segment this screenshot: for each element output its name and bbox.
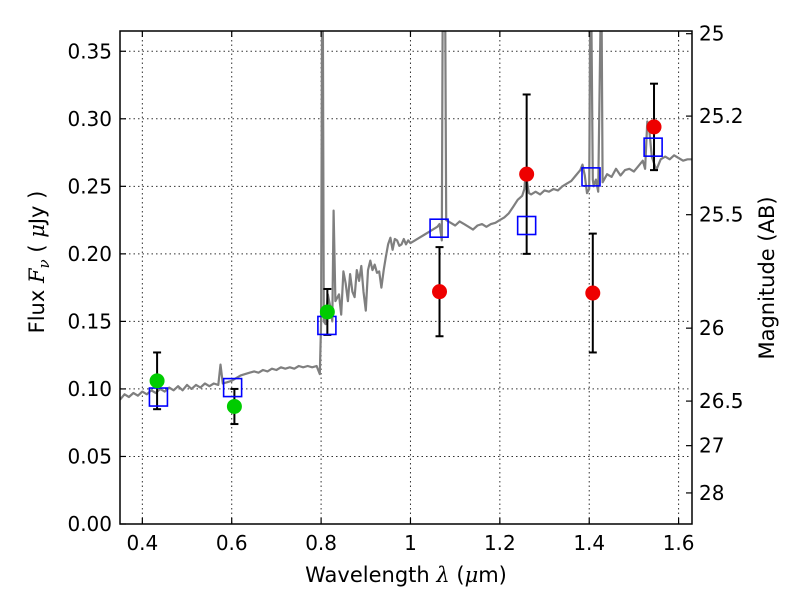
y-label-mu: μ — [25, 224, 49, 238]
photometry-point — [646, 119, 662, 135]
model-square-marker — [516, 215, 537, 236]
right-tick-label: 25 — [699, 22, 724, 46]
y-tick-label: 0.30 — [67, 107, 112, 131]
y-tick-label: 0.35 — [67, 39, 112, 63]
x-tick-label: 1.6 — [663, 531, 695, 555]
model-square-marker — [581, 167, 601, 187]
x-tick-label: 1 — [404, 531, 417, 555]
y-label-F: F — [25, 267, 49, 284]
y-label-open: ( — [25, 238, 49, 260]
x-label-text: Wavelength — [305, 563, 436, 587]
model-square-marker — [429, 218, 449, 238]
x-tick-label: 0.8 — [305, 531, 337, 555]
x-label-mu: μ — [465, 563, 479, 587]
grid-lines — [120, 31, 692, 525]
y-tick-label: 0.15 — [67, 309, 112, 333]
x-label-unit: ( — [450, 563, 465, 587]
y-tick-label: 0.25 — [67, 174, 112, 198]
right-tick-label: 27 — [699, 434, 724, 458]
y-axis-label: Flux Fν ( μJy ) — [25, 191, 53, 334]
x-tick-label: 1.4 — [573, 531, 605, 555]
right-axis-label: Magnitude (AB) — [755, 196, 779, 359]
model-square-marker — [643, 137, 663, 157]
photometry-point — [319, 304, 335, 320]
x-label-m: m) — [478, 563, 507, 587]
axis-ticks: 0.4 0.6 0.8 1 1.2 1.4 1.6 0.00 0.05 0.10 0.15 0.20 0… — [67, 22, 743, 555]
x-tick-label: 0.6 — [216, 531, 248, 555]
y-label-nu: ν — [35, 259, 53, 268]
y-tick-label: 0.10 — [67, 377, 112, 401]
right-tick-label: 26 — [699, 316, 724, 340]
x-axis-label: Wavelength λ (μm) — [305, 563, 507, 587]
photometry-point — [149, 373, 165, 389]
spectrum-line — [120, 31, 692, 401]
photometry-point — [585, 285, 601, 301]
x-tick-label: 1.2 — [484, 531, 516, 555]
plot-content — [120, 31, 692, 426]
y-tick-label: 0.20 — [67, 242, 112, 266]
model-square-marker — [222, 377, 243, 398]
photometry-point — [432, 284, 448, 300]
y-label-text: Flux — [25, 283, 49, 333]
y-tick-label: 0.00 — [67, 512, 112, 536]
right-tick-label: 28 — [699, 481, 724, 505]
axes-frame — [119, 30, 693, 525]
photometry-point — [226, 398, 242, 414]
x-label-lambda: λ — [435, 563, 449, 587]
photometry-point — [519, 166, 535, 182]
y-label-unit: Jy ) — [25, 191, 49, 227]
y-tick-label: 0.05 — [67, 444, 112, 468]
x-tick-label: 0.4 — [126, 531, 158, 555]
right-tick-label: 25.2 — [699, 104, 744, 128]
plot-area — [120, 31, 692, 426]
right-tick-label: 25.5 — [699, 203, 744, 227]
right-tick-label: 26.5 — [699, 389, 744, 413]
